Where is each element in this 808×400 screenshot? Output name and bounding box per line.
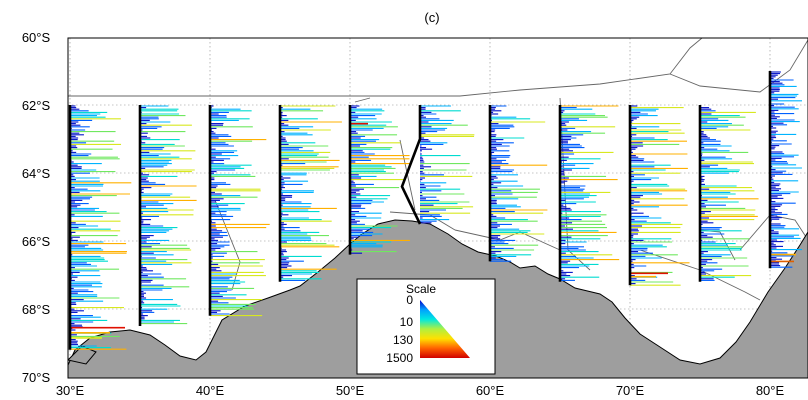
ship-transects (68, 71, 772, 350)
lon-tick-label: 60°E (476, 383, 505, 398)
panel-label: (c) (424, 10, 439, 25)
longitude-axis: 30°E 40°E 50°E 60°E 70°E 80°E (56, 383, 785, 398)
lon-tick-label: 40°E (196, 383, 225, 398)
legend-color-wedge (420, 300, 470, 358)
lon-tick-label: 50°E (336, 383, 365, 398)
transect-line (400, 105, 422, 225)
lon-tick-label: 30°E (56, 383, 85, 398)
legend-tick-label: 1500 (386, 351, 413, 365)
lat-tick-label: 60°S (22, 30, 51, 45)
lat-tick-label: 68°S (22, 302, 51, 317)
lat-tick-label: 70°S (22, 370, 51, 385)
lat-tick-label: 62°S (22, 98, 51, 113)
legend-title: Scale (406, 282, 436, 296)
lon-tick-label: 80°E (756, 383, 785, 398)
map-frame (67, 37, 808, 379)
lat-tick-label: 64°S (22, 166, 51, 181)
coastline-line (354, 97, 371, 103)
scale-legend: Scale 0 10 130 1500 (356, 278, 496, 375)
lat-tick-label: 66°S (22, 234, 51, 249)
latitude-axis: 60°S 62°S 64°S 66°S 68°S 70°S (22, 30, 51, 385)
legend-tick-labels: 0 10 130 1500 (386, 293, 413, 365)
island-polygon (68, 345, 97, 365)
legend-tick-label: 10 (400, 315, 414, 329)
legend-tick-label: 0 (406, 293, 413, 307)
coastline-line (739, 214, 808, 251)
legend-tick-label: 130 (393, 333, 413, 347)
coastline-line (639, 249, 761, 301)
lon-tick-label: 70°E (616, 383, 645, 398)
coastline-line (68, 38, 703, 97)
coastline-line (669, 39, 808, 93)
